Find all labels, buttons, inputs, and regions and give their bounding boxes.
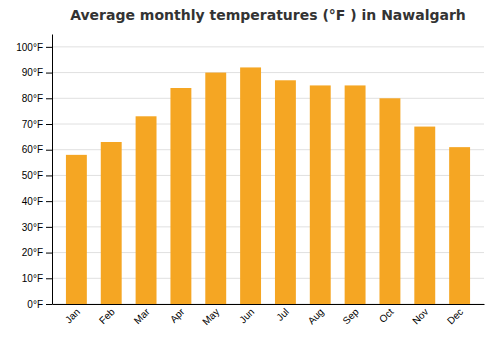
x-tick: Feb: [97, 306, 117, 326]
x-tick: Nov: [410, 306, 430, 326]
y-tick-mark: [46, 175, 52, 176]
x-tick-label: Apr: [168, 306, 187, 325]
y-tick-label: 30°F: [22, 222, 43, 233]
x-tick-label: Mar: [132, 306, 152, 326]
bar: [414, 127, 435, 304]
x-tick: Apr: [168, 306, 187, 325]
y-tick: 70°F: [22, 119, 52, 130]
bar: [66, 155, 87, 304]
y-tick-mark: [46, 253, 52, 254]
y-tick-mark: [46, 47, 52, 48]
y-axis-line: [52, 35, 53, 305]
y-tick-mark: [46, 278, 52, 279]
y-tick-label: 70°F: [22, 119, 43, 130]
bar: [170, 88, 191, 304]
x-tick-label: Nov: [410, 306, 430, 326]
grid: [52, 47, 484, 304]
bar: [379, 98, 400, 304]
y-tick: 30°F: [22, 222, 52, 233]
y-tick-label: 20°F: [22, 247, 43, 258]
bar: [310, 85, 331, 304]
bars: [66, 67, 470, 304]
y-axis: 0°F 10°F 20°F 30°F 40°F 50°F 60°F 70°F 80°F 90°F 1…: [16, 35, 52, 310]
x-tick-label: Feb: [97, 306, 117, 326]
x-tick-label: Sep: [340, 306, 361, 327]
y-tick: 80°F: [22, 93, 52, 104]
x-tick-label: Jan: [63, 306, 82, 325]
y-tick: 40°F: [22, 196, 52, 207]
y-tick: 50°F: [22, 170, 52, 181]
y-tick: 20°F: [22, 247, 52, 258]
x-tick: Aug: [306, 306, 326, 326]
y-tick-label: 60°F: [22, 144, 43, 155]
title: Average monthly temperatures (°F ) in Na…: [70, 7, 466, 23]
y-tick-label: 100°F: [16, 42, 43, 53]
x-tick: Mar: [132, 306, 152, 326]
y-tick-label: 80°F: [22, 93, 43, 104]
y-tick-mark: [46, 98, 52, 99]
x-tick-label: Jun: [237, 306, 256, 325]
grid-line: [52, 98, 484, 99]
bar: [449, 147, 470, 304]
x-tick: May: [200, 306, 221, 327]
y-tick-label: 50°F: [22, 170, 43, 181]
y-tick-mark: [46, 73, 52, 74]
x-tick-label: Oct: [377, 306, 396, 325]
bar: [275, 80, 296, 304]
x-tick-label: Aug: [306, 306, 326, 326]
grid-line: [52, 46, 484, 47]
bar: [136, 116, 157, 304]
y-tick-label: 90°F: [22, 67, 43, 78]
grid-line: [52, 72, 484, 73]
bar: [101, 142, 122, 304]
y-tick-mark: [46, 304, 52, 305]
x-tick: Oct: [377, 306, 396, 325]
y-tick-label: 40°F: [22, 196, 43, 207]
chart: Jan Feb Mar Apr May Jun Jul Aug Sep Oct Nov Dec 0°F 1…: [0, 0, 500, 350]
x-tick: Jun: [237, 306, 256, 325]
y-tick: 0°F: [27, 299, 52, 310]
y-tick-label: 10°F: [22, 273, 43, 284]
x-tick: Jul: [274, 306, 291, 323]
y-tick-mark: [46, 227, 52, 228]
y-tick-label: 0°F: [27, 299, 43, 310]
y-tick: 60°F: [22, 144, 52, 155]
x-axis-line: [53, 304, 485, 305]
x-tick-label: Dec: [445, 306, 465, 326]
x-tick: Jan: [63, 306, 82, 325]
y-tick-mark: [46, 201, 52, 202]
y-tick-mark: [46, 150, 52, 151]
bar: [205, 73, 226, 304]
x-tick: Sep: [340, 306, 361, 327]
y-tick-mark: [46, 124, 52, 125]
bar: [240, 67, 261, 304]
x-axis: Jan Feb Mar Apr May Jun Jul Aug Sep Oct Nov Dec: [53, 305, 485, 328]
x-tick: Dec: [445, 306, 465, 326]
plot: Jan Feb Mar Apr May Jun Jul Aug Sep Oct Nov Dec 0°F 1…: [16, 35, 484, 328]
x-tick-label: Jul: [274, 306, 291, 323]
bar: [345, 85, 366, 304]
x-tick-label: May: [200, 306, 221, 327]
y-tick: 100°F: [16, 42, 52, 53]
y-tick: 90°F: [22, 67, 52, 78]
y-tick: 10°F: [22, 273, 52, 284]
grid-line: [52, 124, 484, 125]
